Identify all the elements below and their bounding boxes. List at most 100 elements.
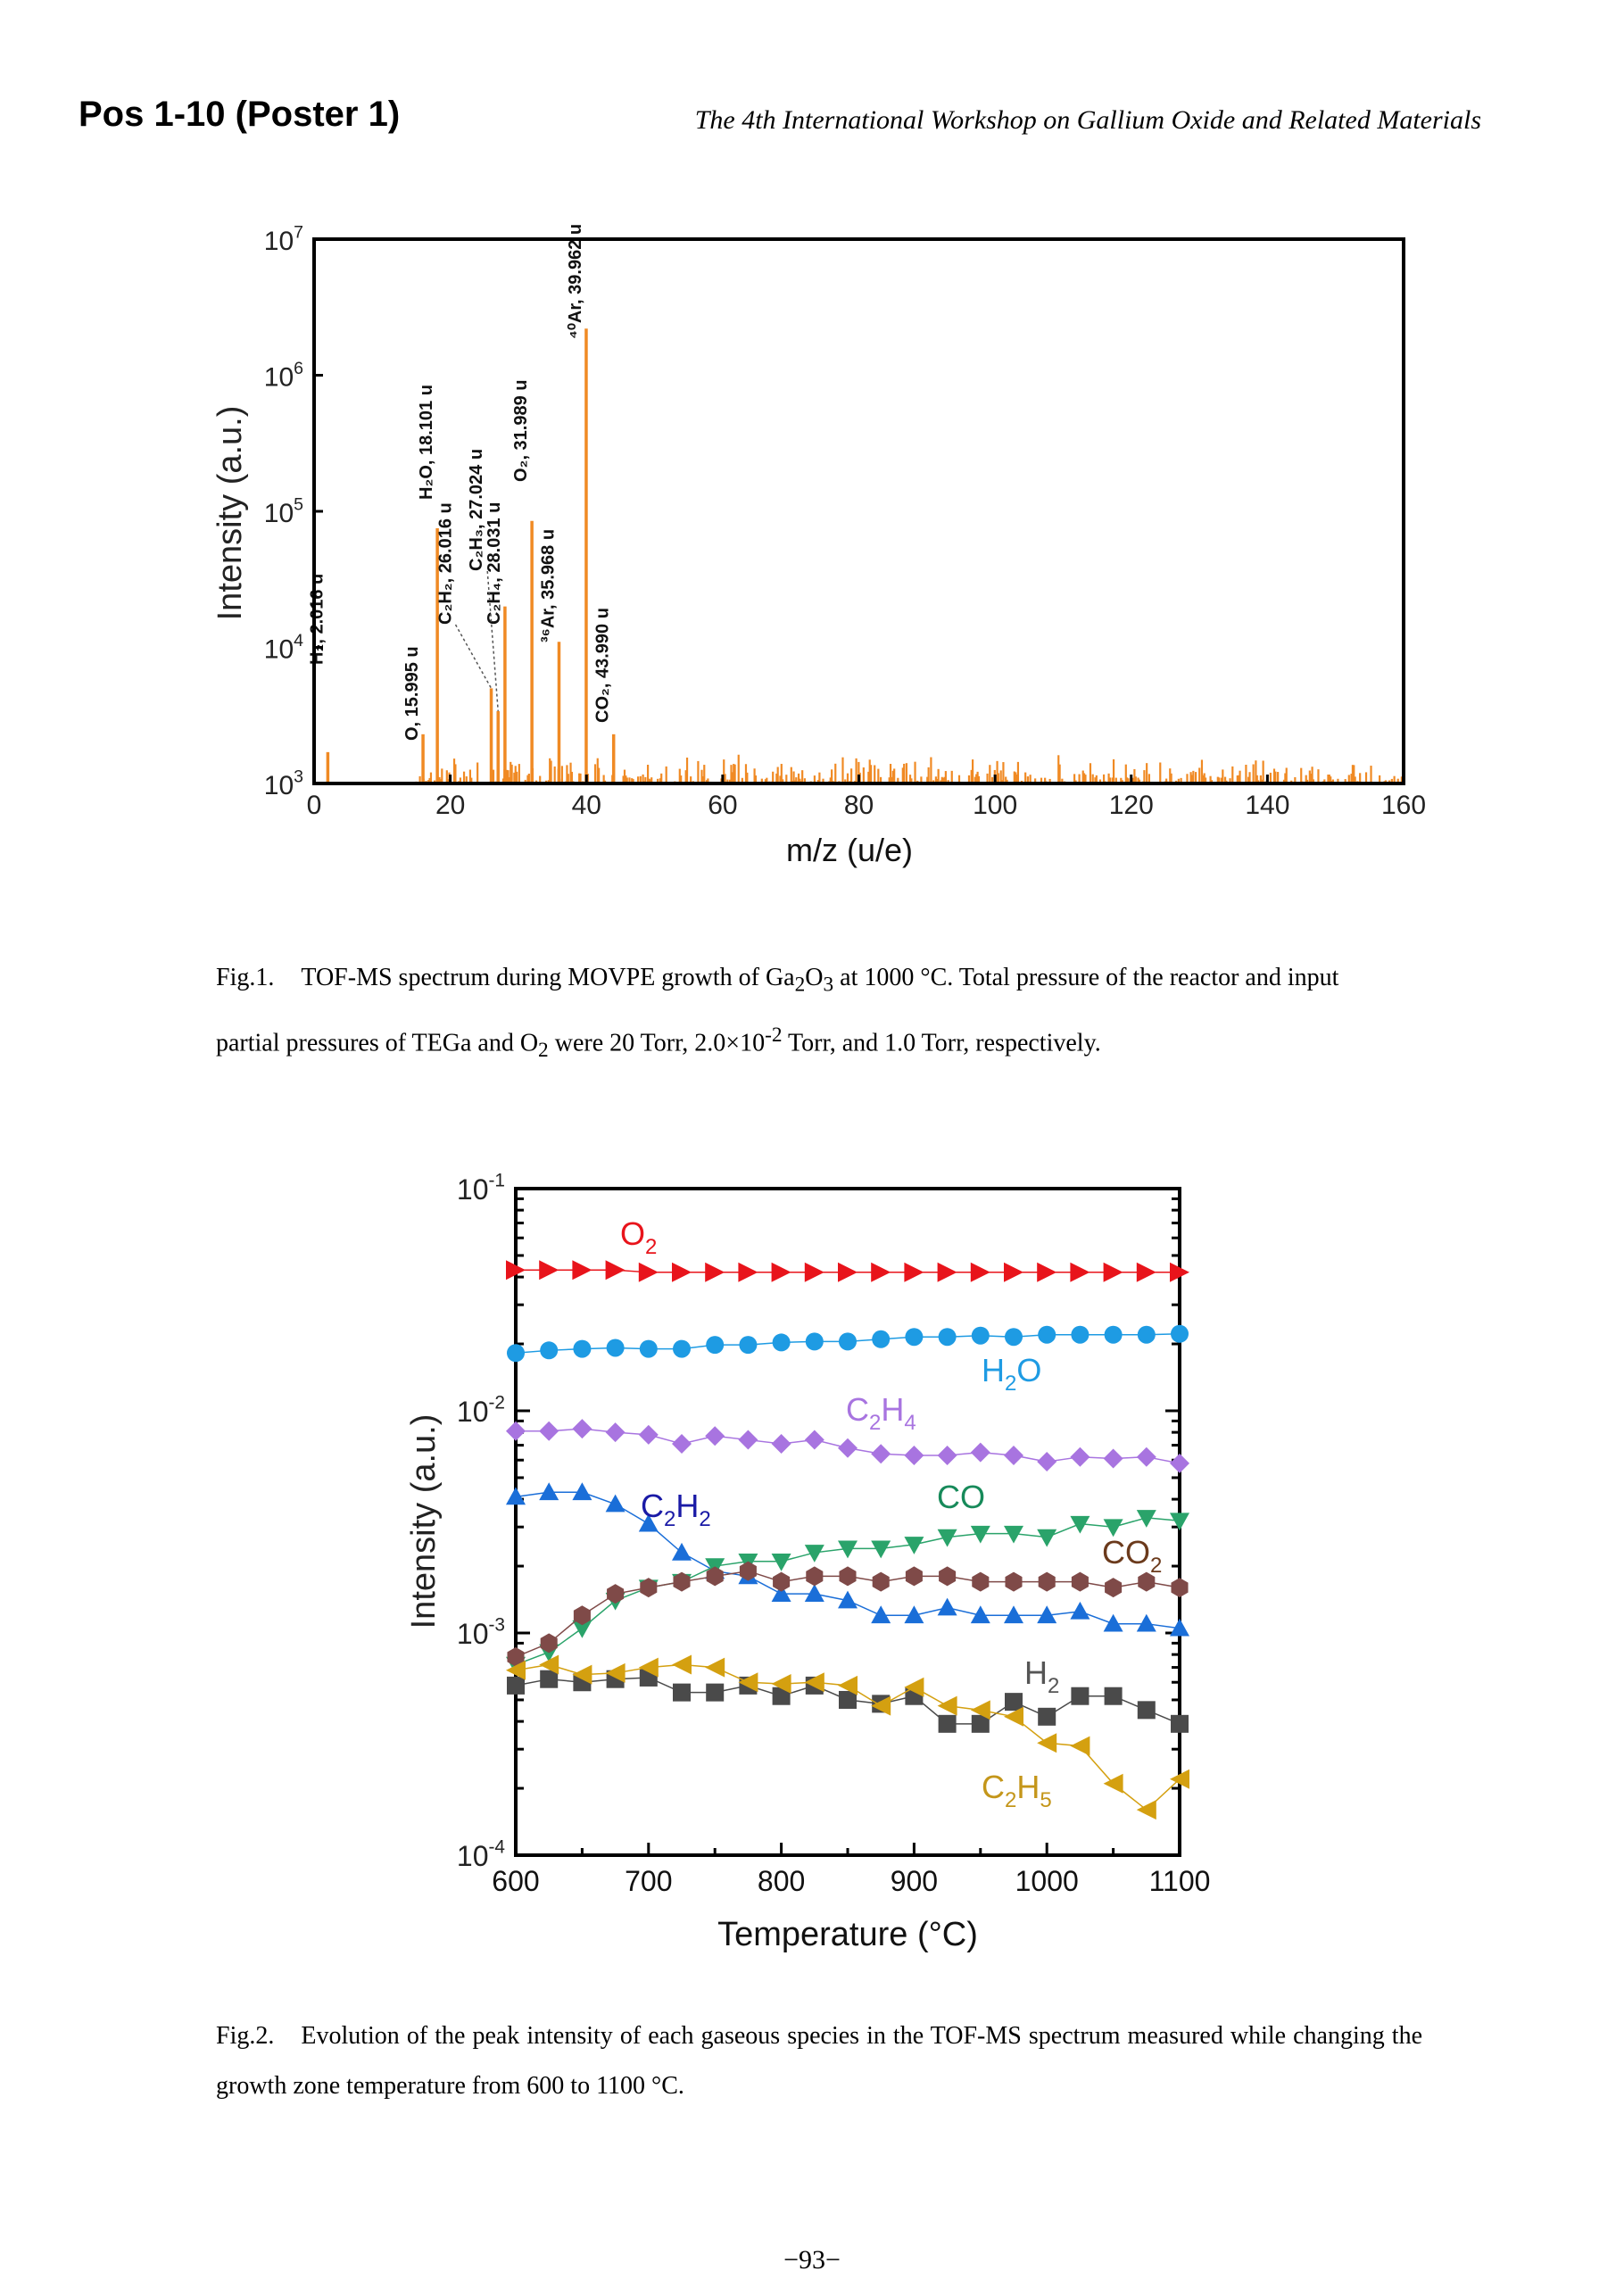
marker-triangle-down — [572, 1620, 592, 1638]
marker-triangle-up — [937, 1597, 957, 1616]
marker-diamond — [539, 1421, 559, 1441]
marker-triangle-right — [1070, 1262, 1090, 1282]
x-tick-label: 80 — [844, 791, 874, 820]
marker-diamond — [638, 1424, 659, 1445]
peak-label: O₂, 31.989 u — [511, 379, 531, 482]
poster-id: Pos 1-10 (Poster 1) — [79, 95, 401, 134]
marker-triangle-up — [1004, 1605, 1023, 1624]
marker-triangle-right — [705, 1262, 725, 1282]
marker-diamond — [605, 1422, 626, 1443]
marker-square — [1005, 1693, 1023, 1712]
series-h2 — [507, 1668, 1189, 1733]
caption-text: Torr, and 1.0 Torr, respectively. — [782, 1028, 1101, 1057]
x-tick-label: 140 — [1245, 791, 1289, 820]
marker-triangle-down — [1170, 1513, 1189, 1531]
marker-triangle-right — [771, 1262, 791, 1282]
caption-text: Evolution of the peak intensity of each … — [216, 2022, 1422, 2100]
series-c2h2 — [506, 1482, 1189, 1637]
marker-square — [772, 1687, 791, 1705]
marker-triangle-left — [838, 1675, 858, 1695]
workshop-title: The 4th International Workshop on Galliu… — [694, 105, 1481, 135]
marker-hexagon — [1171, 1578, 1189, 1598]
marker-triangle-up — [1103, 1613, 1123, 1632]
marker-square — [839, 1690, 857, 1709]
marker-hexagon — [607, 1584, 625, 1604]
marker-hexagon — [1105, 1578, 1123, 1598]
marker-square — [673, 1683, 691, 1702]
x-tick-label: 60 — [708, 791, 737, 820]
x-tick-label: 1000 — [1015, 1865, 1079, 1897]
marker-triangle-up — [605, 1494, 626, 1513]
marker-triangle-right — [572, 1260, 592, 1281]
y-tick-label: 107 — [264, 223, 303, 257]
marker-diamond — [937, 1445, 957, 1465]
marker-circle — [839, 1332, 857, 1351]
marker-triangle-left — [672, 1654, 692, 1675]
marker-circle — [938, 1328, 957, 1347]
marker-circle — [1071, 1325, 1090, 1344]
peak-label: C₂H₂, 26.016 u — [436, 502, 456, 625]
peak-label: ⁴⁰Ar, 39.962 u — [566, 224, 585, 339]
marker-circle — [905, 1328, 924, 1347]
marker-diamond — [838, 1438, 858, 1458]
caption-label: Fig.2. — [216, 2022, 275, 2050]
marker-triangle-down — [804, 1545, 824, 1562]
peak-label: O, 15.995 u — [402, 646, 422, 741]
marker-hexagon — [773, 1571, 791, 1592]
marker-square — [971, 1714, 990, 1733]
series — [506, 1260, 1189, 1820]
marker-square — [1137, 1701, 1156, 1720]
marker-triangle-left — [1170, 1769, 1189, 1789]
marker-triangle-right — [970, 1262, 990, 1282]
marker-diamond — [771, 1434, 791, 1455]
marker-triangle-right — [804, 1262, 824, 1282]
series-label-c2h5: C2H5 — [982, 1769, 1052, 1812]
marker-triangle-up — [904, 1605, 924, 1624]
marker-triangle-right — [1103, 1262, 1123, 1282]
marker-circle — [872, 1330, 891, 1348]
marker-diamond — [506, 1421, 526, 1441]
x-tick-label: 0 — [307, 791, 322, 820]
marker-triangle-right — [1136, 1262, 1156, 1282]
marker-triangle-up — [804, 1584, 824, 1602]
marker-triangle-up — [506, 1487, 526, 1505]
peak-label: CO₂, 43.990 u — [593, 608, 613, 723]
marker-hexagon — [806, 1566, 824, 1587]
marker-triangle-down — [970, 1525, 990, 1544]
marker-hexagon — [640, 1578, 658, 1598]
y-tick-label: 10-2 — [457, 1393, 505, 1428]
marker-diamond — [572, 1419, 592, 1439]
marker-diamond — [672, 1434, 692, 1455]
caption-text: were 20 Torr, 2.0×10 — [548, 1028, 766, 1057]
marker-triangle-up — [838, 1590, 858, 1609]
marker-circle — [805, 1332, 824, 1351]
marker-diamond — [1037, 1452, 1057, 1472]
marker-circle — [673, 1339, 691, 1358]
marker-hexagon — [1138, 1571, 1156, 1592]
marker-triangle-left — [738, 1672, 758, 1693]
marker-circle — [639, 1339, 658, 1358]
y-tick-label: 10-4 — [457, 1837, 505, 1872]
marker-hexagon — [739, 1561, 757, 1581]
marker-square — [1171, 1714, 1189, 1733]
series-co2 — [507, 1561, 1189, 1667]
marker-square — [507, 1676, 525, 1695]
peak-labels: H₂, 2.016 u O, 15.995 u H₂O, 18.101 uC₂H₂,… — [307, 224, 612, 741]
peak-bars — [326, 328, 616, 783]
axes: 0 20 40 60 80 100 120 140 160 103 104 105 106 107 — [264, 223, 1426, 821]
x-tick-label: 20 — [435, 791, 465, 820]
marker-diamond — [970, 1442, 990, 1463]
marker-diamond — [705, 1426, 725, 1446]
marker-square — [1071, 1687, 1090, 1705]
caption-sub: 3 — [823, 973, 834, 997]
marker-square — [540, 1670, 559, 1688]
marker-diamond — [871, 1444, 891, 1464]
marker-square — [706, 1683, 725, 1702]
series-label-co2: CO2 — [1102, 1534, 1162, 1578]
y-tick-label: 106 — [264, 359, 303, 393]
marker-triangle-up — [1136, 1613, 1156, 1632]
page-number: −93− — [783, 2245, 841, 2275]
marker-triangle-down — [1070, 1515, 1090, 1534]
marker-triangle-left — [937, 1695, 957, 1716]
marker-triangle-right — [605, 1260, 626, 1281]
